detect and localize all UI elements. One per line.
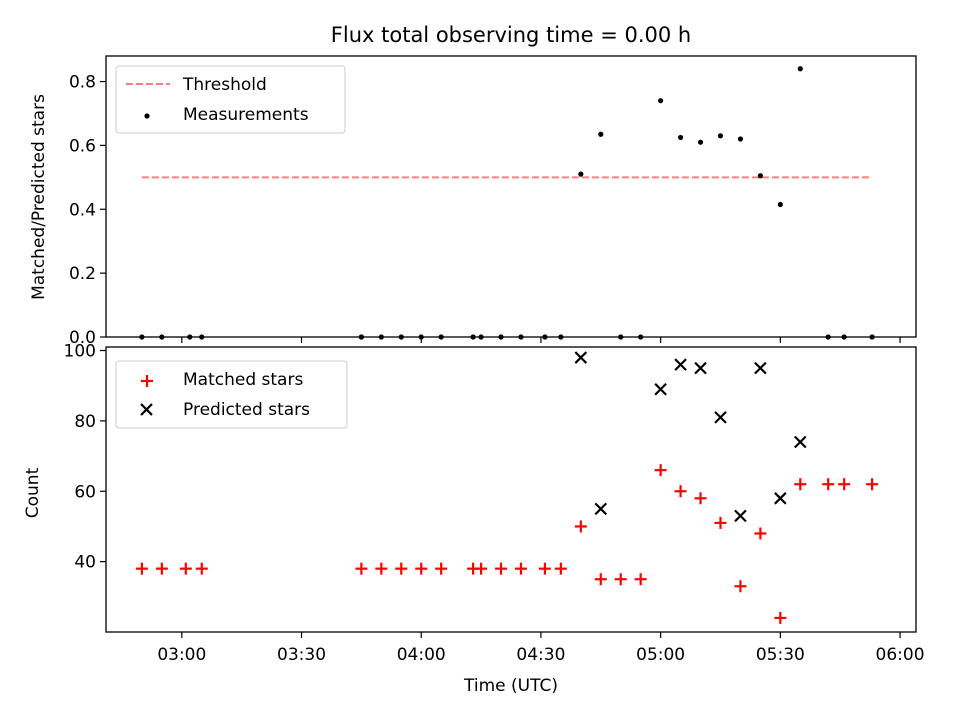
x-tick-label: 04:30 <box>516 645 565 665</box>
x-tick-label: 06:00 <box>876 645 925 665</box>
predicted-star-point <box>574 351 588 364</box>
y-tick-label: 0.8 <box>69 73 96 93</box>
y-tick-label: 60 <box>74 482 96 502</box>
chart-title: Flux total observing time = 0.00 h <box>331 23 691 47</box>
measurement-point <box>697 139 704 145</box>
y-tick-label: 0.6 <box>69 136 96 156</box>
bottom-chart: 40 60 80 100 03:00 03:30 04:00 04:30 05:00 05:30… <box>23 342 925 696</box>
matched-star-point <box>674 485 687 498</box>
legend-measurements-label: Measurements <box>183 105 309 125</box>
matched-star-point <box>634 573 647 586</box>
top-y-axis: 0.0 0.2 0.4 0.6 0.8 <box>69 73 106 348</box>
matched-star-point <box>654 464 667 477</box>
matched-star-point <box>475 562 488 575</box>
y-tick-label: 0.2 <box>69 264 96 284</box>
matched-star-point <box>554 562 567 575</box>
matched-star-point <box>155 562 168 575</box>
matched-star-point <box>754 527 767 540</box>
top-marks <box>139 66 875 340</box>
top-plot-frame <box>105 55 917 338</box>
bottom-plot-frame <box>105 346 917 633</box>
x-tick-label: 05:00 <box>636 645 685 665</box>
y-tick-label: 0.4 <box>69 200 96 220</box>
bottom-legend-box <box>115 360 348 429</box>
matched-star-point <box>179 562 192 575</box>
predicted-star-point <box>754 361 767 375</box>
matched-star-point <box>822 478 835 491</box>
y-tick-label: 40 <box>74 553 96 573</box>
x-tick-label: 03:30 <box>277 645 326 665</box>
matched-star-point <box>435 562 448 575</box>
matched-star-point <box>574 520 587 533</box>
matched-star-point <box>355 562 368 575</box>
bottom-y-axis: 40 60 80 100 <box>64 342 106 573</box>
predicted-star-point <box>594 502 608 516</box>
measurement-point <box>757 173 763 179</box>
legend-threshold-label: Threshold <box>182 75 267 95</box>
legend-measurements-swatch <box>144 113 150 119</box>
predicted-star-point <box>654 382 667 396</box>
predicted-star-point <box>734 509 747 523</box>
matched-star-point <box>694 492 707 505</box>
y-tick-label: 100 <box>64 342 96 362</box>
matched-star-point <box>714 516 727 529</box>
legend-predicted-swatch <box>140 403 153 416</box>
legend-predicted-label: Predicted stars <box>183 400 310 420</box>
matched-star-point <box>395 562 408 575</box>
top-x-axis <box>181 337 901 343</box>
matched-star-point <box>495 562 508 575</box>
x-axis-label: Time (UTC) <box>463 676 558 696</box>
matched-star-point <box>195 562 208 575</box>
y-tick-label: 0.0 <box>69 328 96 348</box>
measurement-point <box>677 134 684 141</box>
matched-star-point <box>774 611 787 624</box>
top-legend: Threshold Measurements <box>115 65 346 134</box>
matched-star-point <box>594 573 607 586</box>
y-tick-label: 80 <box>74 412 96 432</box>
matched-star-point <box>794 478 807 491</box>
measurement-point <box>717 133 724 139</box>
matched-star-point <box>514 562 527 575</box>
legend-matched-label: Matched stars <box>183 370 303 390</box>
matched-star-point <box>838 478 851 491</box>
x-tick-label: 03:00 <box>157 645 206 665</box>
x-tick-label: 05:30 <box>756 645 805 665</box>
predicted-star-point <box>674 358 687 371</box>
predicted-star-point <box>774 492 787 505</box>
matched-star-point <box>135 562 148 575</box>
predicted-star-point <box>794 435 807 449</box>
top-chart: Flux total observing time = 0.00 h 0.00.… <box>29 23 917 348</box>
matched-star-point <box>415 562 428 575</box>
measurement-point <box>598 131 604 137</box>
measurement-point <box>658 98 664 104</box>
predicted-star-point <box>694 361 707 375</box>
matched-star-point <box>866 478 879 491</box>
legend-matched-swatch <box>141 375 153 387</box>
bottom-y-axis-label: Count <box>23 467 43 518</box>
top-legend-box <box>115 65 346 134</box>
bottom-x-axis: 03:00 03:30 04:00 04:30 05:00 05:30 06:00 <box>157 632 925 665</box>
matched-star-point <box>614 573 627 586</box>
predicted-star-point <box>714 411 727 424</box>
matched-star-point <box>734 580 747 593</box>
x-tick-label: 04:00 <box>397 645 446 665</box>
measurement-point <box>737 136 744 142</box>
measurement-point <box>777 201 783 208</box>
bottom-marks <box>135 351 879 624</box>
measurement-point <box>578 171 584 177</box>
measurement-point <box>797 66 803 72</box>
matched-star-point <box>375 562 388 575</box>
bottom-legend: Matched stars Predicted stars <box>115 360 348 429</box>
top-y-axis-label: Matched/Predicted stars <box>29 94 49 300</box>
matched-star-point <box>538 562 551 575</box>
